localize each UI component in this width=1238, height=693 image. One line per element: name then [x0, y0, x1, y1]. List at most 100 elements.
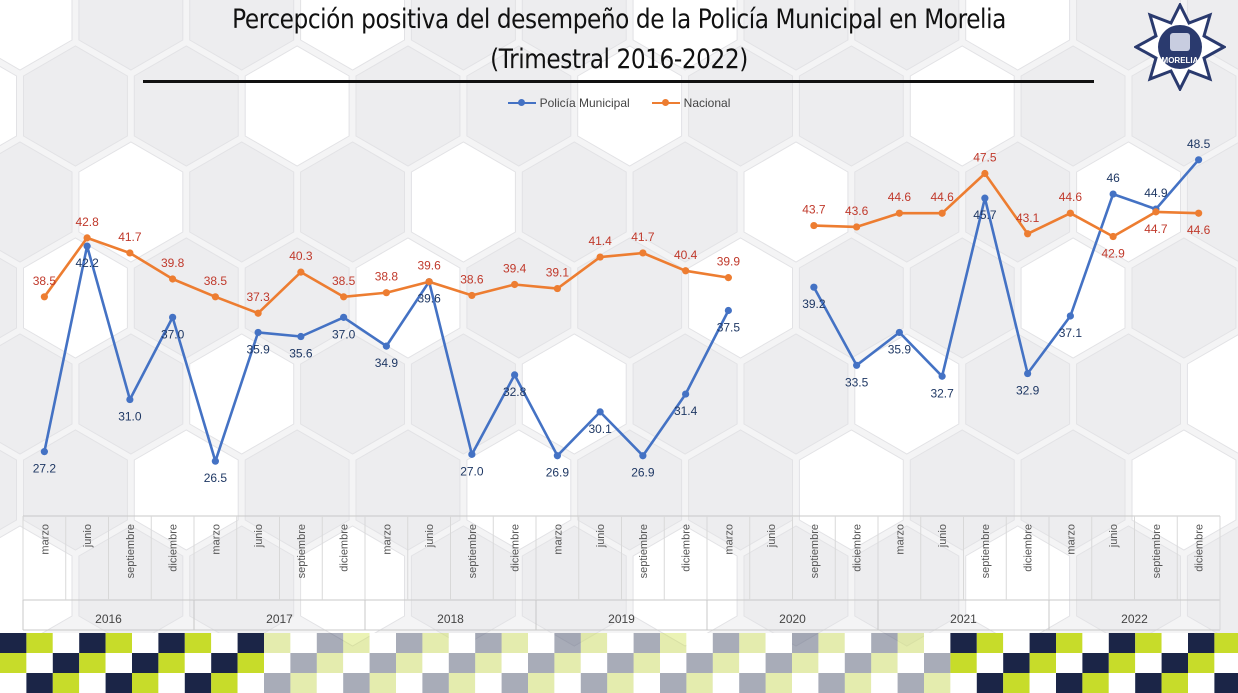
strip-square [1082, 673, 1109, 693]
hexagon-tile [577, 429, 683, 551]
x-tick-label: marzo [552, 524, 564, 555]
data-point-municipal [981, 194, 989, 202]
hexagon-tile [688, 45, 793, 167]
strip-square [237, 633, 264, 653]
x-tick-label: marzo [381, 524, 393, 555]
x-tick-label: junio [424, 524, 436, 548]
hexagon-tile [798, 429, 904, 551]
data-label-municipal: 31.4 [674, 404, 698, 418]
strip-square [369, 673, 396, 693]
hexagon-tile [1076, 333, 1181, 455]
data-label-nacional: 38.8 [375, 270, 399, 284]
strip-square [79, 673, 106, 693]
data-point-municipal [511, 371, 519, 379]
strip-square [1188, 673, 1215, 693]
data-label-municipal: 39.6 [417, 292, 441, 306]
strip-square [580, 673, 608, 693]
hexagon-tile [798, 45, 904, 167]
data-point-nacional [211, 293, 219, 301]
data-label-nacional: 44.6 [1059, 190, 1083, 204]
data-label-nacional: 44.7 [1144, 222, 1168, 236]
strip-square [0, 653, 27, 673]
data-label-municipal: 31.0 [118, 410, 142, 424]
hexagon-tile [466, 45, 572, 167]
strip-square [290, 633, 317, 653]
data-label-nacional: 40.4 [674, 248, 698, 262]
strip-square [897, 653, 924, 673]
x-tick-label: junio [595, 524, 607, 548]
data-label-nacional: 43.1 [1016, 211, 1040, 225]
hexagon-tile [743, 333, 849, 455]
hexagon-tile [0, 257, 17, 339]
data-label-nacional: 43.7 [802, 203, 826, 217]
legend-item-nacional: Nacional [651, 96, 730, 110]
hexagon-tile [1131, 237, 1237, 359]
strip-square [528, 633, 555, 653]
strip-square [950, 673, 977, 693]
data-label-nacional: 41.4 [588, 234, 612, 248]
hexagon-tile [244, 429, 350, 551]
strip-square [765, 653, 792, 673]
data-point-nacional [254, 309, 262, 317]
strip-square [1003, 653, 1030, 673]
data-point-nacional [1109, 232, 1117, 241]
data-point-municipal [126, 395, 134, 404]
strip-square [686, 653, 713, 673]
legend-label-municipal: Policía Municipal [539, 96, 630, 110]
data-label-municipal: 35.9 [888, 342, 912, 356]
strip-square [580, 633, 608, 653]
strip-square [792, 653, 819, 673]
data-label-nacional: 37.3 [246, 290, 270, 304]
title-underline [143, 80, 1094, 83]
data-point-municipal [1109, 190, 1117, 198]
data-point-nacional [639, 249, 647, 257]
strip-square [1003, 633, 1030, 653]
legend-swatch-nacional [651, 99, 680, 106]
hexagon-tile [466, 237, 572, 359]
x-tick-label: junio [82, 524, 94, 548]
strip-square [184, 653, 212, 673]
strip-square [211, 653, 238, 673]
data-point-nacional [682, 267, 690, 275]
hexagon-tile [300, 141, 405, 263]
strip-square [211, 633, 238, 653]
strip-square [554, 633, 581, 653]
data-point-municipal [938, 372, 946, 380]
hexagon-tile [244, 237, 350, 359]
strip-square [633, 653, 660, 673]
strip-square [1108, 653, 1136, 673]
strip-square [712, 653, 740, 673]
hexagon-tile [1186, 142, 1238, 262]
badge-text: MORELIA [1162, 56, 1199, 65]
data-label-nacional: 39.8 [161, 256, 185, 270]
hexagon-tile [133, 45, 239, 167]
hexagon-tile [410, 0, 516, 71]
hexagon-tile [0, 141, 73, 263]
strip-square [844, 633, 872, 653]
strip-square [448, 633, 476, 653]
strip-square [1161, 673, 1188, 693]
data-point-municipal [639, 452, 647, 460]
strip-square [158, 673, 185, 693]
strip-square [818, 653, 845, 673]
strip-square [264, 633, 291, 653]
legend-swatch-municipal [507, 99, 536, 106]
hexagon-tile [300, 0, 405, 71]
strip-square [396, 633, 423, 653]
strip-square [686, 633, 713, 653]
data-label-municipal: 32.8 [503, 385, 527, 399]
data-label-nacional: 39.9 [717, 255, 741, 269]
data-point-municipal [895, 328, 903, 337]
data-point-municipal [682, 390, 690, 398]
hexagon-tile [0, 333, 73, 455]
strip-square [422, 633, 449, 653]
strip-square [1161, 653, 1188, 673]
strip-square [158, 633, 185, 653]
x-tick-label: marzo [723, 524, 735, 555]
strip-square [26, 653, 53, 673]
data-point-nacional [40, 293, 48, 301]
strip-square [1188, 653, 1215, 673]
strip-square [105, 653, 132, 673]
hexagon-tile [1131, 429, 1237, 551]
strip-square [369, 653, 396, 673]
